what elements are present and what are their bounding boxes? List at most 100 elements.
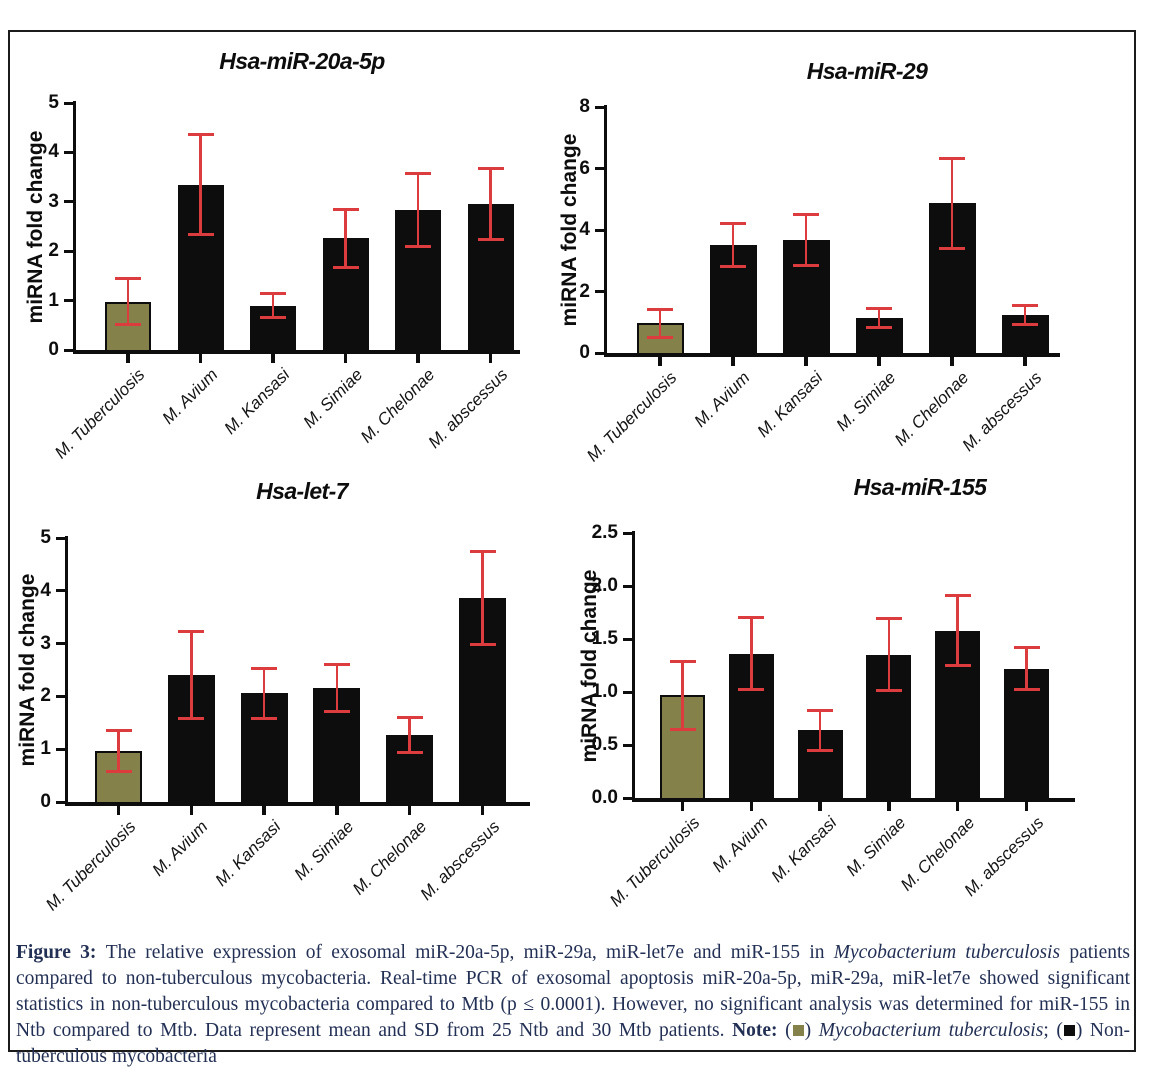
y-tick-label: 2: [40, 685, 51, 707]
caption-segment: Figure 3:: [16, 942, 106, 963]
y-tick-label: 3: [48, 190, 59, 212]
error-bar-cap-top: [669, 659, 696, 663]
error-bar-cap-top: [738, 616, 765, 620]
x-tick-mark: [271, 353, 275, 363]
y-tick-mark: [622, 743, 632, 747]
y-tick-mark: [63, 101, 73, 105]
x-tick-mark: [416, 353, 420, 363]
y-tick-mark: [594, 351, 604, 355]
error-bar-cap-bottom: [939, 246, 965, 250]
error-bar-line: [658, 309, 662, 337]
y-tick-label: 2: [579, 280, 590, 302]
error-bar-cap-bottom: [1012, 322, 1038, 326]
chart-title: Hsa-miR-155: [853, 474, 987, 500]
y-tick-mark: [622, 690, 632, 694]
caption-segment: The relative expression of exosomal miR-…: [105, 942, 834, 963]
error-bar-line: [416, 173, 420, 247]
x-axis-line: [64, 802, 530, 806]
error-bar-cap-top: [477, 166, 504, 170]
error-bar-cap-top: [469, 550, 496, 554]
y-tick-mark: [55, 694, 65, 698]
error-bar-cap-top: [807, 708, 834, 712]
category-label-m-chelonae: M. Chelonae: [348, 817, 431, 899]
error-bar-cap-bottom: [187, 232, 214, 236]
error-bar-cap-top: [875, 617, 902, 621]
caption-segment: patients compared to non-tuberculous myc…: [16, 942, 1130, 1041]
error-bar-line: [408, 717, 411, 753]
bar-m-simiae: [866, 654, 912, 800]
y-tick-label: 2: [48, 240, 59, 262]
y-tick-label: 1: [48, 289, 59, 311]
caption-segment: ; (: [1043, 1020, 1063, 1041]
error-bar-cap-bottom: [396, 750, 423, 754]
x-tick-mark: [1024, 801, 1029, 811]
error-bar-line: [750, 617, 753, 690]
error-bar-cap-top: [115, 277, 141, 281]
x-tick-mark: [189, 805, 194, 815]
error-bar-cap-top: [944, 594, 971, 598]
y-tick-mark: [622, 637, 632, 641]
error-bar-line: [481, 551, 484, 645]
x-axis-line: [603, 353, 1060, 357]
y-tick-label: 2.0: [591, 575, 618, 596]
x-tick-mark: [887, 801, 891, 811]
error-bar-cap-top: [405, 172, 431, 176]
error-bar-line: [335, 664, 339, 712]
category-label-m-abscessus: M. abscessus: [416, 817, 503, 904]
error-bar-cap-top: [647, 307, 673, 311]
y-tick-label: 0.0: [591, 787, 618, 808]
error-bar-line: [344, 209, 347, 267]
y-tick-label: 1: [40, 738, 51, 760]
bar-m-abscessus: [467, 203, 514, 352]
error-bar-cap-bottom: [178, 716, 205, 720]
category-label-m-simiae: M. Simiae: [290, 817, 358, 884]
y-tick-label: 4: [579, 219, 590, 240]
y-tick-mark: [55, 589, 65, 593]
x-tick-mark: [731, 356, 735, 366]
bar-m-abscessus: [1004, 668, 1049, 800]
y-tick-mark: [622, 531, 632, 535]
error-bar-cap-bottom: [332, 265, 359, 269]
error-bar-cap-bottom: [105, 769, 132, 773]
x-tick-mark: [335, 805, 339, 815]
chart-title: Hsa-miR-29: [806, 58, 928, 84]
y-tick-mark: [594, 105, 604, 109]
category-label-m-abscessus: M. abscessus: [960, 813, 1047, 900]
error-bar-cap-bottom: [875, 689, 902, 693]
y-tick-mark: [55, 800, 65, 804]
error-bar-line: [956, 595, 959, 666]
error-bar-cap-top: [720, 221, 746, 225]
x-tick-mark: [818, 801, 822, 811]
error-bar-cap-bottom: [807, 748, 834, 752]
bar-m-avium: [167, 674, 215, 804]
y-tick-mark: [55, 642, 65, 646]
y-tick-mark: [55, 747, 65, 751]
y-tick-label: 0: [40, 791, 51, 812]
y-axis-line: [631, 531, 635, 802]
y-tick-mark: [622, 584, 632, 588]
error-bar-line: [271, 293, 275, 318]
x-tick-mark: [480, 805, 485, 815]
error-bar-cap-bottom: [260, 316, 286, 320]
error-bar-cap-bottom: [477, 237, 504, 241]
x-tick-mark: [262, 805, 266, 815]
x-tick-mark: [658, 356, 662, 366]
y-tick-label: 3: [40, 632, 51, 654]
error-bar-cap-bottom: [405, 245, 431, 249]
y-tick-label: 1.0: [591, 681, 618, 702]
y-tick-mark: [594, 167, 604, 170]
x-tick-mark: [804, 356, 808, 366]
y-tick-label: 5: [48, 92, 59, 113]
x-tick-mark: [116, 805, 121, 815]
category-label-m-kansasi: M. Kansasi: [211, 817, 285, 890]
error-bar-cap-top: [105, 728, 132, 732]
error-bar-cap-top: [260, 291, 286, 295]
error-bar-line: [199, 134, 202, 235]
y-tick-mark: [63, 249, 73, 253]
y-tick-mark: [63, 150, 73, 154]
x-tick-mark: [877, 356, 881, 366]
error-bar-cap-bottom: [1013, 688, 1040, 692]
y-axis-line: [64, 536, 68, 806]
error-bar-cap-bottom: [647, 335, 673, 339]
